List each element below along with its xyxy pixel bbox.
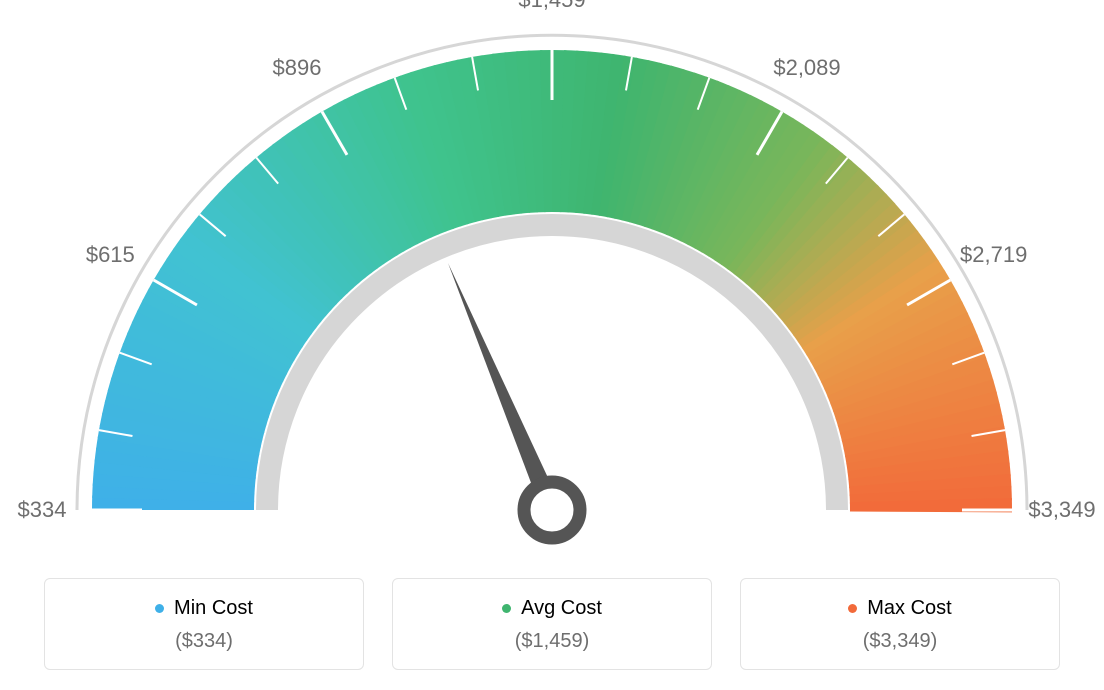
legend-title-min: Min Cost (155, 597, 253, 620)
legend-dot-max (848, 604, 857, 613)
legend-row: Min Cost ($334) Avg Cost ($1,459) Max Co… (0, 578, 1104, 670)
legend-label-avg: Avg Cost (521, 597, 602, 620)
legend-value-max: ($3,349) (751, 630, 1049, 653)
legend-card-min: Min Cost ($334) (44, 578, 364, 670)
legend-value-avg: ($1,459) (403, 630, 701, 653)
gauge-tick-label: $2,719 (960, 242, 1027, 268)
legend-value-min: ($334) (55, 630, 353, 653)
gauge-tick-label: $896 (273, 55, 322, 81)
legend-label-max: Max Cost (867, 597, 951, 620)
legend-title-max: Max Cost (848, 597, 951, 620)
gauge-tick-label: $615 (86, 242, 135, 268)
gauge-tick-label: $3,349 (1028, 497, 1095, 523)
gauge-tick-label: $2,089 (773, 55, 840, 81)
legend-label-min: Min Cost (174, 597, 253, 620)
gauge-tick-label: $1,459 (518, 0, 585, 13)
legend-dot-avg (502, 604, 511, 613)
gauge-svg (0, 0, 1104, 560)
legend-card-max: Max Cost ($3,349) (740, 578, 1060, 670)
legend-title-avg: Avg Cost (502, 597, 602, 620)
gauge-chart: $334 $615 $896 $1,459 $2,089 $2,719 $3,349 (0, 0, 1104, 560)
gauge-tick-label: $334 (18, 497, 67, 523)
legend-card-avg: Avg Cost ($1,459) (392, 578, 712, 670)
legend-dot-min (155, 604, 164, 613)
